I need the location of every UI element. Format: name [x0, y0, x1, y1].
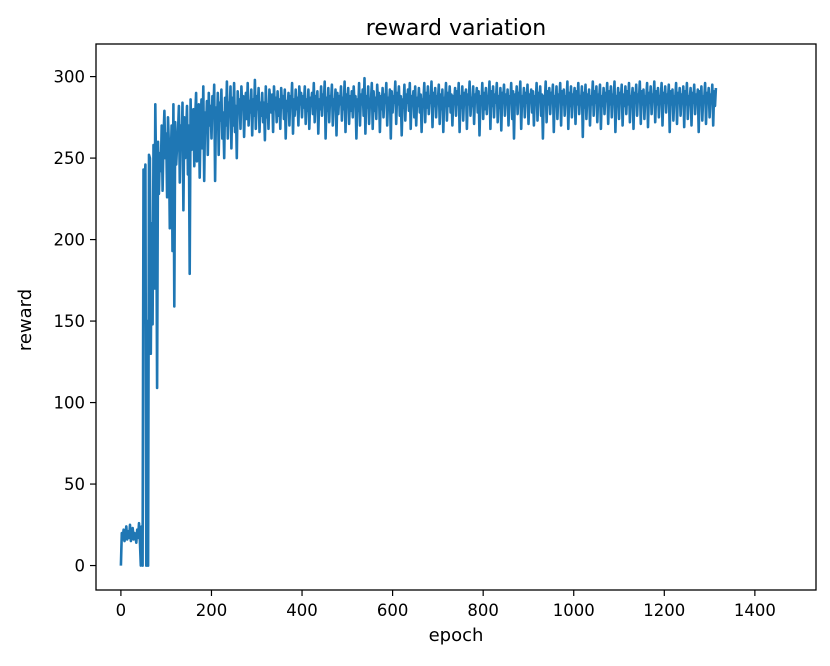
y-axis: 0 50 100 150 200 250 300 — [54, 68, 96, 576]
x-tick-label: 1000 — [553, 601, 595, 620]
plot-frame — [95, 43, 817, 591]
x-axis: 0 200 400 600 800 1000 1200 1400 — [116, 590, 776, 620]
x-tick-label: 600 — [377, 601, 409, 620]
x-axis-label: epoch — [429, 625, 484, 646]
y-tick-label: 150 — [54, 312, 86, 331]
x-tick-label: 0 — [116, 601, 127, 620]
x-tick-label: 800 — [467, 601, 499, 620]
y-tick-label: 300 — [54, 68, 86, 87]
y-tick-label: 0 — [75, 557, 86, 576]
x-tick-label: 200 — [196, 601, 228, 620]
x-tick-label: 1400 — [734, 601, 776, 620]
y-tick-label: 200 — [54, 231, 86, 250]
x-tick-label: 1200 — [643, 601, 685, 620]
y-axis-label: reward — [15, 289, 36, 351]
x-tick-label: 400 — [286, 601, 318, 620]
chart-title: reward variation — [366, 16, 546, 41]
y-tick-label: 100 — [54, 394, 86, 413]
y-tick-label: 50 — [64, 475, 85, 494]
reward-series-line-0 — [119, 76, 718, 567]
plot-area — [95, 43, 817, 591]
y-tick-label: 250 — [54, 149, 86, 168]
